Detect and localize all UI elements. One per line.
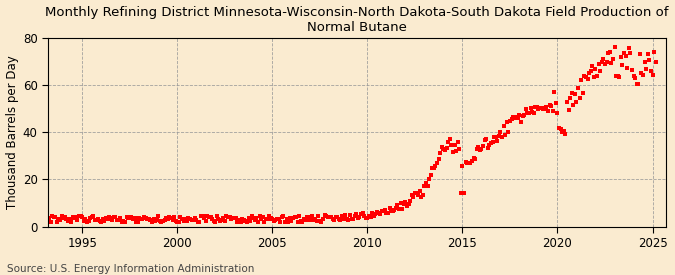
Title: Monthly Refining District Minnesota-Wisconsin-North Dakota-South Dakota Field Pr: Monthly Refining District Minnesota-Wisc… xyxy=(45,6,669,34)
Text: Source: U.S. Energy Information Administration: Source: U.S. Energy Information Administ… xyxy=(7,264,254,274)
Y-axis label: Thousand Barrels per Day: Thousand Barrels per Day xyxy=(5,55,18,209)
